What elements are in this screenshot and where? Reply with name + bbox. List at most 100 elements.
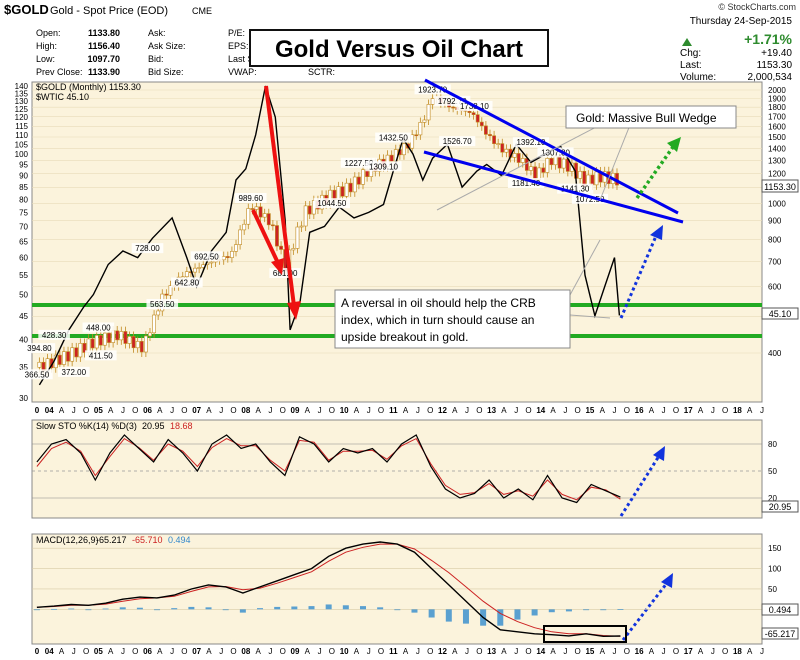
price-annotation-bg (269, 268, 301, 279)
price-annotation-bg (23, 343, 56, 354)
wedge-callout-pointer-2 (599, 124, 631, 201)
right-tick-label: 400 (768, 349, 782, 358)
left-tick-label: 95 (19, 161, 28, 170)
last-split-label: Last S (228, 54, 254, 64)
x-tick-label: 14 (536, 647, 545, 656)
wedge-upper-line (424, 78, 679, 215)
candle-body (426, 104, 431, 121)
x-tick-label: A (747, 406, 753, 415)
x-tick-label: J (318, 406, 322, 415)
x-tick-label: J (563, 406, 567, 415)
candle-body (389, 154, 394, 162)
candle-body (209, 261, 214, 264)
sto-tick-label: 20 (768, 494, 777, 503)
symbol: $GOLD (4, 2, 49, 17)
price-annotations: 366.50 394.80 428.30 372.00 448.00 411.50 563.… (21, 84, 609, 380)
x-tick-label: O (83, 406, 89, 415)
candle-body (541, 167, 546, 173)
candle-body (500, 143, 505, 153)
x-tick-label: 13 (487, 647, 496, 656)
date-label: Thursday 24-Sep-2015 (690, 16, 793, 27)
macd-signal-value: -65.710 (132, 535, 163, 545)
stat-label: Low: (36, 54, 55, 64)
candle-body (578, 170, 583, 179)
left-tick-label: 110 (15, 131, 28, 140)
candle-body (258, 206, 263, 218)
last-label: Last: (680, 60, 702, 71)
price-annotation: 1392.10 (516, 138, 545, 147)
stochastic-panel (31, 419, 763, 519)
macd-histogram-bar (462, 609, 469, 624)
stat-value: 1133.90 (88, 67, 120, 77)
green-arrow (635, 145, 675, 200)
price-annotation-bg (365, 161, 402, 172)
price-annotation-bg (85, 350, 117, 361)
candle-body (594, 171, 599, 186)
x-tick-label: J (662, 647, 666, 656)
candle-body (279, 245, 283, 250)
x-tick-label: O (575, 647, 581, 656)
macd-histogram-bar (188, 606, 195, 610)
price-annotation: 1309.10 (369, 162, 398, 171)
left-tick-label: 55 (19, 271, 28, 280)
left-tick-label: 125 (15, 105, 29, 114)
candle-body (307, 205, 312, 215)
candle-body (361, 169, 365, 185)
candle-body (479, 121, 484, 127)
brand: © StockCharts.com (718, 2, 796, 12)
candle-body (262, 213, 267, 218)
candle-body (299, 225, 304, 228)
macd-histogram-bar (445, 609, 452, 622)
x-tick-label: J (170, 647, 174, 656)
x-tick-label: 09 (291, 406, 300, 415)
left-tick-label: 65 (19, 237, 28, 246)
price-annotation-bg (507, 178, 545, 189)
right-tick-label: 1200 (768, 169, 786, 178)
right-tick-label: 900 (768, 216, 782, 225)
macd-histogram-bar (33, 609, 40, 611)
x-tick-label: O (624, 647, 630, 656)
candle-body (139, 341, 144, 353)
macd-histogram-bar (171, 608, 178, 610)
title-box (249, 29, 549, 67)
right-tick-label: 1500 (768, 133, 786, 142)
price-annotation-bg (313, 198, 350, 209)
wedge-callout-text: Gold: Massive Bull Wedge (576, 111, 717, 125)
x-tick-label: O (83, 647, 89, 656)
candle-body (70, 347, 75, 362)
macd-histogram-bar (411, 609, 418, 613)
candle-body (516, 153, 521, 163)
candle-body (230, 251, 234, 258)
x-axis-price: 0 04 A J O 05 A J O 06 A J O 07 A J O 08 A J O 09 A J O 10 A J O 11 A J… (35, 406, 764, 415)
x-tick-label: A (157, 647, 163, 656)
candle-body (78, 342, 83, 358)
macd-title: MACD(12,26,9) (36, 535, 99, 545)
candle-body (238, 229, 243, 245)
x-tick-label: J (268, 406, 272, 415)
symbol-name: Gold - Spot Price (EOD) (50, 5, 168, 17)
macd-histogram-bar (51, 608, 58, 610)
bid-size-label: Bid Size: (148, 67, 184, 77)
candle-body (340, 186, 345, 197)
reversal-callout-pointer (569, 239, 601, 296)
price-annotation: 366.50 (25, 370, 50, 379)
price-annotation-bg (571, 193, 609, 204)
macd-line (36, 541, 621, 638)
x-tick-label: A (550, 406, 556, 415)
x-tick-label: 09 (291, 647, 300, 656)
right-tick-label: 700 (768, 258, 782, 267)
candle-body (234, 244, 238, 252)
ask-size-label: Ask Size: (148, 41, 186, 51)
left-tick-label: 130 (15, 97, 29, 106)
x-tick-label: O (722, 406, 728, 415)
macd-value: -65.217 (96, 535, 127, 545)
price-annotation-bg (434, 95, 471, 106)
x-tick-label: A (255, 406, 261, 415)
x-tick-label: A (452, 406, 458, 415)
sto-tick-label: 80 (768, 440, 777, 449)
x-tick-label: 14 (536, 406, 545, 415)
left-tick-label: 90 (19, 171, 28, 180)
x-tick-label: 16 (635, 647, 644, 656)
x-tick-label: A (305, 406, 311, 415)
candle-body (553, 155, 558, 166)
